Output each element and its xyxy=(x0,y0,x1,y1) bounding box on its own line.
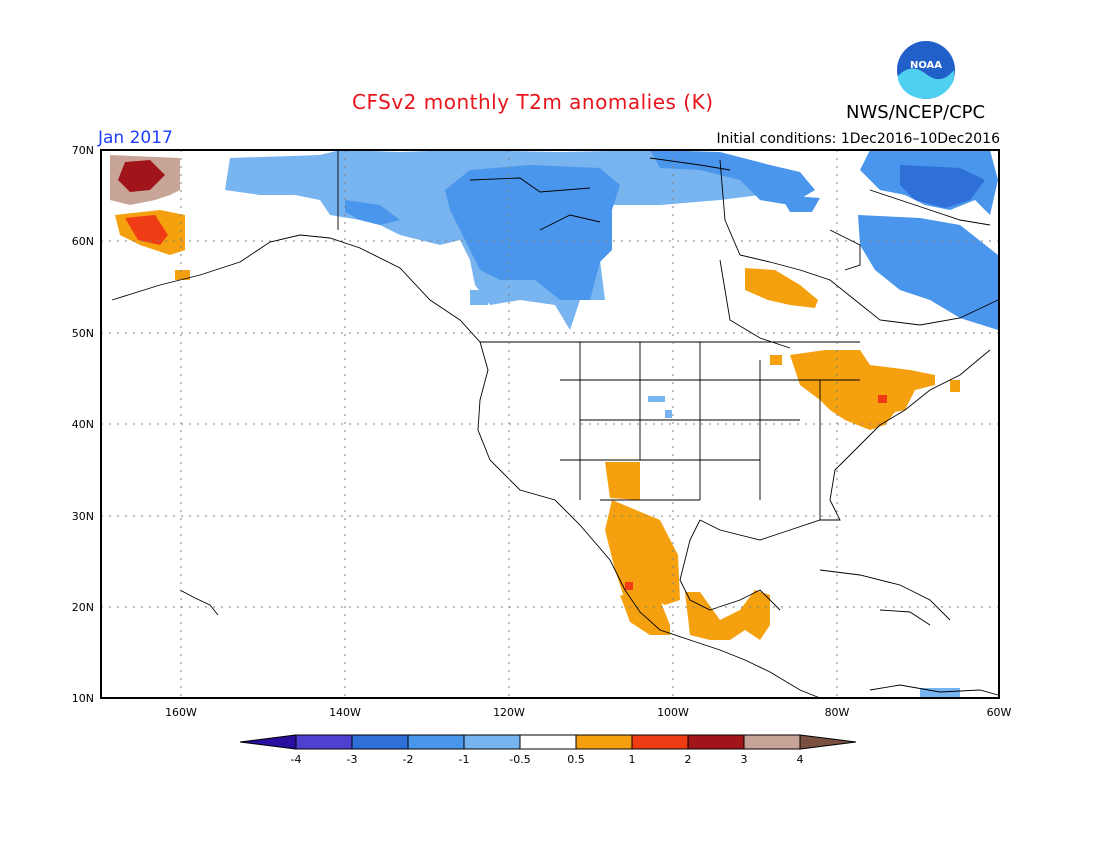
colorbar-label: -2 xyxy=(403,753,414,766)
colorbar-segment xyxy=(743,734,801,750)
colorbar-arrow-high xyxy=(799,734,857,750)
lon-label: 100W xyxy=(657,706,689,719)
colorbar-label: -3 xyxy=(347,753,358,766)
colorbar-label: 1 xyxy=(629,753,636,766)
warm-anomaly-regions xyxy=(110,155,960,640)
logo-text: NOAA xyxy=(910,60,942,71)
lon-label: 60W xyxy=(987,706,1012,719)
colorbar: -4 -3 -2 -1 -0.5 0.5 1 2 3 4 xyxy=(239,734,857,766)
colorbar-label: 3 xyxy=(741,753,748,766)
colorbar-label: 0.5 xyxy=(567,753,585,766)
lat-label: 50N xyxy=(72,327,94,340)
colorbar-label: -4 xyxy=(291,753,302,766)
graticule xyxy=(101,150,999,698)
colorbar-segment xyxy=(407,734,465,750)
colorbar-label: -1 xyxy=(459,753,470,766)
lon-label: 160W xyxy=(165,706,197,719)
lat-label: 30N xyxy=(72,510,94,523)
colorbar-segment xyxy=(687,734,745,750)
agency-label: NWS/NCEP/CPC xyxy=(846,102,986,123)
colorbar-label: 2 xyxy=(685,753,692,766)
colorbar-segment xyxy=(519,734,577,750)
lat-label: 40N xyxy=(72,418,94,431)
colorbar-arrow-low xyxy=(239,734,297,750)
colorbar-segment xyxy=(463,734,521,750)
chart-title: CFSv2 monthly T2m anomalies (K) xyxy=(352,90,714,114)
forecast-month: Jan 2017 xyxy=(98,128,173,148)
colorbar-label: 4 xyxy=(797,753,804,766)
coastlines xyxy=(111,150,999,699)
lon-label: 140W xyxy=(329,706,361,719)
colorbar-segment xyxy=(575,734,633,750)
colorbar-segment xyxy=(351,734,409,750)
lat-label: 60N xyxy=(72,235,94,248)
noaa-logo: NOAA xyxy=(897,41,955,99)
colorbar-segment xyxy=(295,734,353,750)
longitude-labels: 160W 140W 120W 100W 80W 60W xyxy=(165,706,1011,719)
lat-label: 20N xyxy=(72,601,94,614)
lat-label: 70N xyxy=(72,144,94,157)
latitude-labels: 70N 60N 50N 40N 30N 20N 10N xyxy=(72,144,94,705)
colorbar-segment xyxy=(631,734,689,750)
lat-label: 10N xyxy=(72,692,94,705)
lon-label: 120W xyxy=(493,706,525,719)
lon-label: 80W xyxy=(825,706,850,719)
cold-anomaly-regions xyxy=(225,150,998,698)
initial-conditions: Initial conditions: 1Dec2016–10Dec2016 xyxy=(716,131,1000,147)
colorbar-label: -0.5 xyxy=(509,753,530,766)
map-frame xyxy=(100,149,1000,699)
